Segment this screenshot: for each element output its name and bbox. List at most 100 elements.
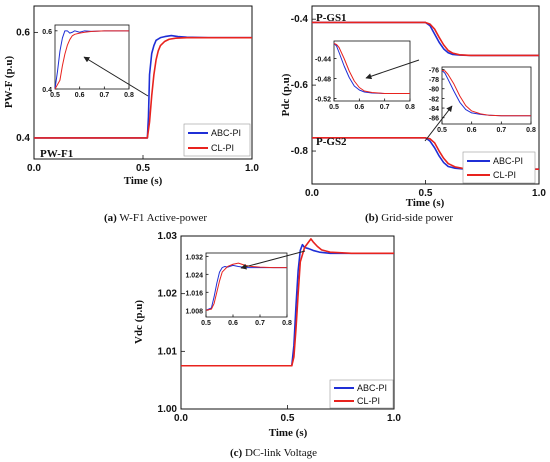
panel-b-inset1-y-tick-label-1: -0.48: [315, 77, 331, 84]
panel-b-arrow-1: [365, 59, 420, 80]
panel-b-inset1-x-tick-label-2: 0.7: [380, 104, 390, 111]
panel-b-x-tick-label-2: 1.0: [532, 188, 546, 199]
panel-c-inset-y-tick-label-3: 1.032: [185, 254, 203, 261]
panel-a-y-tick-label-1: 0.6: [16, 27, 30, 38]
panel-c-y-axis-label: Vdc (p.u): [133, 300, 145, 344]
panel-c-x-axis-label: Time (s): [269, 427, 308, 439]
panel-c-caption: (c) DC-link Voltage: [230, 447, 317, 459]
panel-b-series-line-cl-pi-p-gs1-1: [312, 21, 539, 57]
panel-b-ticks: 0.0 0.5 1.0 -0.4 -0.6 -0.8: [291, 14, 547, 199]
panel-c-legend-box: [329, 379, 394, 409]
panel-c-x-tick-label-1: 0.5: [281, 413, 295, 424]
panel-b-inset1-y-tick-label-2: -0.52: [315, 97, 331, 104]
panel-c-y-tick-label-3: 1.03: [158, 231, 178, 242]
panel-c-legend: ABC-PI CL-PI: [329, 379, 394, 409]
panel-a-series-line-cl-pi-1: [34, 36, 252, 139]
panel-c-inset-x-tick-label-3: 0.8: [282, 320, 292, 327]
panel-b-arrow-2: [424, 105, 453, 142]
panel-a: 0.0 0.5 1.0 0.4 0.6 PW-F (p.u) Time (s) PW-F…: [3, 5, 259, 224]
panel-b-inset2-x-tick-label-3: 0.8: [526, 127, 536, 134]
panel-b-legend-box: [462, 151, 536, 184]
panel-c-series-line-cl-pi-1: [181, 238, 394, 367]
panel-b-inset2-x-tick-label-1: 0.6: [467, 127, 477, 134]
panel-b-inset1-series-line-cl-pi-1: [333, 43, 410, 94]
panel-c-inset-x-tick-label-2: 0.7: [255, 320, 265, 327]
panel-b-inset2-series: [441, 69, 531, 117]
panel-b-inset2-ticks: 0.5 0.6 0.7 0.8 -76 -78 -80 -82 -84 -86: [429, 67, 536, 134]
panel-b-caption: (b) Grid-side power: [365, 212, 453, 224]
panel-a-caption: (a) W-F1 Active-power: [104, 212, 207, 224]
panel-c-x-tick-label-2: 1.0: [387, 413, 401, 424]
panel-b-y-tick-label-0: -0.4: [291, 14, 309, 25]
panel-a-x-tick-label-0: 0.0: [27, 163, 41, 174]
panel-c-y-tick-label-0: 1.00: [158, 404, 178, 415]
panel-c-inset-ticks: 0.5 0.6 0.7 0.8 1.008 1.016 1.024 1.032: [185, 254, 292, 327]
panel-c-inset-x-tick-label-1: 0.6: [228, 320, 238, 327]
panel-a-inset-frame: [54, 24, 130, 90]
panel-b-inset2-x-tick-label-0: 0.5: [437, 127, 447, 134]
panel-c-caption-text: DC-link Voltage: [242, 447, 317, 459]
panel-c-y-tick-label-2: 1.02: [158, 289, 178, 300]
panel-b-inset1-x-tick-label-1: 0.6: [354, 104, 364, 111]
panel-c-inset-y-tick-label-1: 1.016: [185, 290, 203, 297]
panel-a-legend-box: [183, 123, 251, 157]
panel-c-inset-x-tick-label-0: 0.5: [201, 320, 211, 327]
panel-b-y-tick-label-2: -0.8: [291, 146, 309, 157]
panel-b-inset2-series-line-cl-pi-1: [441, 69, 531, 117]
panel-b-inset2-y-tick-label-5: -86: [429, 116, 439, 123]
panel-b-inset1-y-tick-label-0: -0.44: [315, 57, 331, 64]
panel-a-y-tick-label-0: 0.4: [16, 133, 30, 144]
panel-a-inset-x-tick-label-3: 0.8: [124, 92, 134, 99]
panel-b-inset2-y-tick-label-0: -76: [429, 67, 439, 74]
panel-c-inset-series-line-abc-pi-0: [205, 264, 287, 311]
panel-a-ticks: 0.0 0.5 1.0 0.4 0.6: [16, 27, 259, 174]
panel-b-annotation-pgs1: P-GS1: [316, 12, 347, 24]
panel-c-y-tick-label-1: 1.01: [158, 346, 178, 357]
panel-b-legend-label-cl: CL-PI: [493, 170, 516, 180]
panel-c-legend-label-abc: ABC-PI: [357, 383, 387, 393]
panel-c-ticks: 0.0 0.5 1.0 1.00 1.01 1.02 1.03: [158, 231, 402, 424]
panel-a-x-axis-label: Time (s): [124, 175, 163, 187]
panel-a-legend-label-cl: CL-PI: [211, 143, 234, 153]
panel-a-inset-series: [54, 30, 129, 90]
panel-b-y-tick-label-1: -0.6: [291, 80, 309, 91]
panel-c: 0.0 0.5 1.0 1.00 1.01 1.02 1.03 Vdc (p.u) Time…: [133, 231, 401, 459]
panel-a-annotation-pwf1: PW-F1: [40, 148, 73, 160]
panel-a-x-tick-label-2: 1.0: [245, 163, 259, 174]
panel-c-series: [181, 238, 394, 367]
panel-b-inset1-x-tick-label-3: 0.8: [405, 104, 415, 111]
panel-a-inset-x-tick-label-0: 0.5: [50, 92, 60, 99]
panel-c-arrow: [240, 250, 306, 270]
panel-c-inset-frame: [205, 252, 288, 318]
panel-a-inset-x-tick-label-2: 0.7: [99, 92, 109, 99]
panel-b-inset1-series: [333, 43, 410, 94]
panel-b-legend-label-abc: ABC-PI: [493, 156, 523, 166]
panel-c-legend-label-cl: CL-PI: [357, 396, 380, 406]
panel-a-arrow: [83, 56, 149, 97]
panel-b-y-axis-label: Pdc (p.u): [280, 73, 292, 116]
panel-b-caption-letter: (b): [365, 212, 379, 224]
panel-a-x-tick-label-1: 0.5: [136, 163, 150, 174]
panel-c-caption-letter: (c): [230, 447, 243, 459]
panel-b-annotation-pgs2: P-GS2: [316, 136, 347, 148]
panel-b-inset2-y-tick-label-4: -84: [429, 106, 439, 113]
panel-a-inset-y-tick-label-1: 0.6: [42, 29, 52, 36]
panel-b-x-axis-label: Time (s): [406, 197, 445, 209]
panel-c-x-tick-label-0: 0.0: [174, 413, 188, 424]
panel-a-inset-series-line-cl-pi-1: [54, 30, 129, 90]
panel-a-caption-letter: (a): [104, 212, 117, 224]
panel-b-caption-text: Grid-side power: [378, 212, 453, 224]
panel-a-inset-x-tick-label-1: 0.6: [75, 92, 85, 99]
panel-a-inset-y-tick-label-0: 0.4: [42, 87, 52, 94]
panel-a-legend: ABC-PI CL-PI: [183, 123, 251, 157]
panel-a-y-axis-label: PW-F (p.u): [3, 55, 15, 108]
panel-b-inset1-x-tick-label-0: 0.5: [329, 104, 339, 111]
panel-c-inset-y-tick-label-0: 1.008: [185, 308, 203, 315]
panel-b-x-tick-label-0: 0.0: [305, 188, 319, 199]
panel-a-caption-text: W-F1 Active-power: [117, 212, 208, 224]
panel-a-legend-label-abc: ABC-PI: [211, 128, 241, 138]
panel-b-inset2-x-tick-label-2: 0.7: [496, 127, 506, 134]
panel-b-legend: ABC-PI CL-PI: [462, 151, 536, 184]
panel-b: 0.0 0.5 1.0 -0.4 -0.6 -0.8 Pdc (p.u) Time (s)…: [280, 5, 547, 224]
panel-c-inset-series-line-cl-pi-1: [205, 262, 287, 311]
